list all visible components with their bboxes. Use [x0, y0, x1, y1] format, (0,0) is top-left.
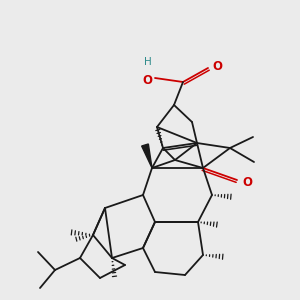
- Polygon shape: [142, 144, 152, 168]
- Text: O: O: [142, 74, 152, 86]
- Text: O: O: [212, 61, 222, 74]
- Text: H: H: [144, 57, 152, 67]
- Text: O: O: [242, 176, 252, 188]
